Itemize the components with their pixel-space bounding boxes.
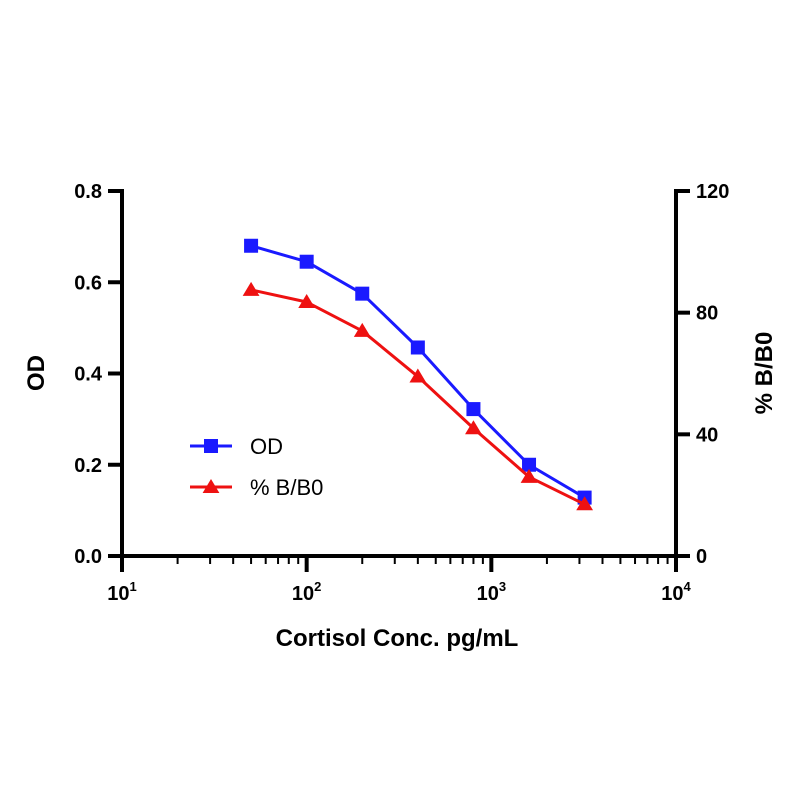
series-line (250, 288, 586, 506)
legend-label: % B/B0 (250, 475, 323, 500)
y-tick-label: 0.6 (74, 272, 102, 294)
y2-tick-label: 80 (696, 303, 718, 325)
series-layer (242, 238, 594, 511)
data-point (353, 322, 371, 337)
data-point (299, 254, 314, 269)
x-tick-exponent: 2 (314, 579, 321, 594)
y-axis-title: OD (23, 355, 50, 391)
x-tick-exponent: 1 (130, 579, 137, 594)
x-tick-base: 10 (477, 583, 499, 605)
data-point (298, 294, 316, 309)
series-1 (244, 238, 592, 505)
x-tick-exponent: 4 (684, 579, 692, 594)
y-tick-label: 0.8 (74, 181, 102, 203)
series-2 (242, 281, 594, 511)
data-point (409, 368, 427, 383)
data-point (242, 281, 260, 296)
x-tick-label: 104 (661, 579, 691, 605)
data-point (520, 468, 538, 483)
y-tick-label: 0.2 (74, 455, 102, 477)
data-point (410, 340, 425, 355)
y2-axis-title: % B/B0 (751, 332, 778, 415)
data-point (576, 496, 594, 511)
x-tick-base: 10 (292, 583, 314, 605)
legend-marker (204, 439, 218, 453)
legend: OD % B/B0 (190, 434, 323, 500)
legend-marker (202, 479, 220, 493)
x-axis-title: Cortisol Conc. pg/mL (276, 625, 519, 652)
legend-item: OD (190, 434, 283, 459)
x-tick-base: 10 (661, 583, 683, 605)
x-tick-exponent: 3 (499, 579, 506, 594)
data-point (465, 420, 482, 435)
data-point (244, 238, 259, 253)
y-tick-label: 0.0 (74, 546, 102, 568)
x-tick-label: 101 (107, 579, 136, 605)
legend-label: OD (250, 434, 283, 459)
legend-item: % B/B0 (190, 475, 323, 500)
data-point (466, 402, 481, 417)
data-point (522, 457, 537, 472)
y2-tick-label: 120 (696, 181, 729, 203)
x-tick-label: 103 (477, 579, 506, 605)
y2-tick-label: 40 (696, 424, 718, 446)
data-point (355, 286, 370, 301)
x-tick-label: 102 (292, 579, 321, 605)
y-tick-label: 0.4 (74, 364, 103, 386)
x-tick-base: 10 (107, 583, 129, 605)
y2-tick-label: 0 (696, 546, 707, 568)
